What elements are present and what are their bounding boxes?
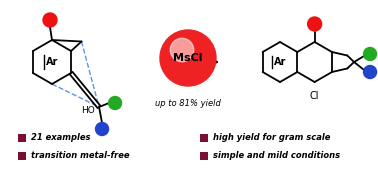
Text: simple and mild conditions: simple and mild conditions	[213, 152, 340, 161]
Circle shape	[160, 30, 216, 86]
Text: MsCl: MsCl	[173, 53, 203, 63]
Text: up to 81% yield: up to 81% yield	[155, 99, 221, 109]
Bar	[200, 134, 208, 142]
Text: high yield for gram scale: high yield for gram scale	[213, 133, 330, 142]
Text: Cl: Cl	[310, 91, 319, 101]
Circle shape	[364, 47, 376, 61]
Text: Ar: Ar	[46, 57, 58, 67]
Text: Ar: Ar	[274, 57, 286, 67]
Bar	[18, 134, 26, 142]
Bar	[18, 152, 26, 160]
Text: HO: HO	[81, 105, 95, 115]
Circle shape	[43, 13, 57, 27]
Circle shape	[364, 65, 376, 79]
Text: transition metal-free: transition metal-free	[31, 152, 130, 161]
Bar	[200, 152, 208, 160]
Circle shape	[170, 38, 194, 62]
Circle shape	[108, 96, 122, 110]
Circle shape	[308, 17, 322, 31]
Text: 21 examples: 21 examples	[31, 133, 90, 142]
Circle shape	[96, 122, 108, 136]
